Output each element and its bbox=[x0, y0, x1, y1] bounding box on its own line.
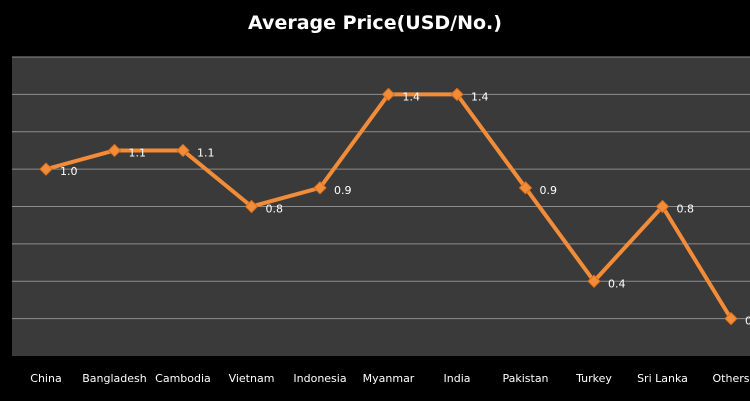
x-tick-label: India bbox=[444, 372, 471, 385]
data-label: 1.1 bbox=[129, 146, 147, 159]
chart-title: Average Price(USD/No.) bbox=[248, 12, 502, 34]
data-label: 1.4 bbox=[403, 90, 421, 103]
data-point bbox=[587, 274, 601, 288]
x-tick-label: China bbox=[30, 372, 61, 385]
x-tick-label: Cambodia bbox=[155, 372, 211, 385]
data-point bbox=[176, 143, 190, 158]
data-label: 1.4 bbox=[471, 90, 489, 103]
data-point bbox=[107, 143, 122, 158]
data-point bbox=[655, 199, 670, 214]
data-point bbox=[381, 87, 396, 102]
data-point bbox=[244, 199, 259, 214]
data-label: 1.1 bbox=[197, 146, 215, 159]
data-label: 0.4 bbox=[608, 277, 626, 290]
data-point bbox=[39, 162, 53, 176]
x-tick-label: Others bbox=[713, 372, 750, 385]
x-tick-label: Pakistan bbox=[502, 372, 548, 385]
x-tick-label: Vietnam bbox=[229, 372, 275, 385]
x-tick-label: Indonesia bbox=[293, 372, 346, 385]
data-label: 1.0 bbox=[60, 165, 78, 178]
x-tick-label: Myanmar bbox=[363, 372, 415, 385]
data-label: 0.8 bbox=[266, 203, 284, 216]
data-point bbox=[724, 311, 738, 326]
x-tick-label: Bangladesh bbox=[82, 372, 147, 385]
gridlines bbox=[12, 56, 750, 320]
data-point bbox=[518, 181, 533, 195]
x-tick-label: Turkey bbox=[575, 372, 612, 385]
x-tick-label: Sri Lanka bbox=[637, 372, 688, 385]
data-label: 0.9 bbox=[540, 184, 558, 197]
data-point bbox=[450, 87, 464, 102]
data-label: 0.8 bbox=[677, 203, 695, 216]
data-label: 0 bbox=[745, 315, 750, 328]
x-tick-labels: China Bangladesh Cambodia Vietnam Indonesia M… bbox=[30, 372, 749, 385]
data-markers bbox=[39, 87, 738, 326]
data-labels: 1.0 1.1 1.1 0.8 0.9 1.4 1.4 0.9 0.4 0.8 0 bbox=[60, 90, 750, 327]
data-point bbox=[313, 181, 327, 195]
data-label: 0.9 bbox=[334, 184, 352, 197]
